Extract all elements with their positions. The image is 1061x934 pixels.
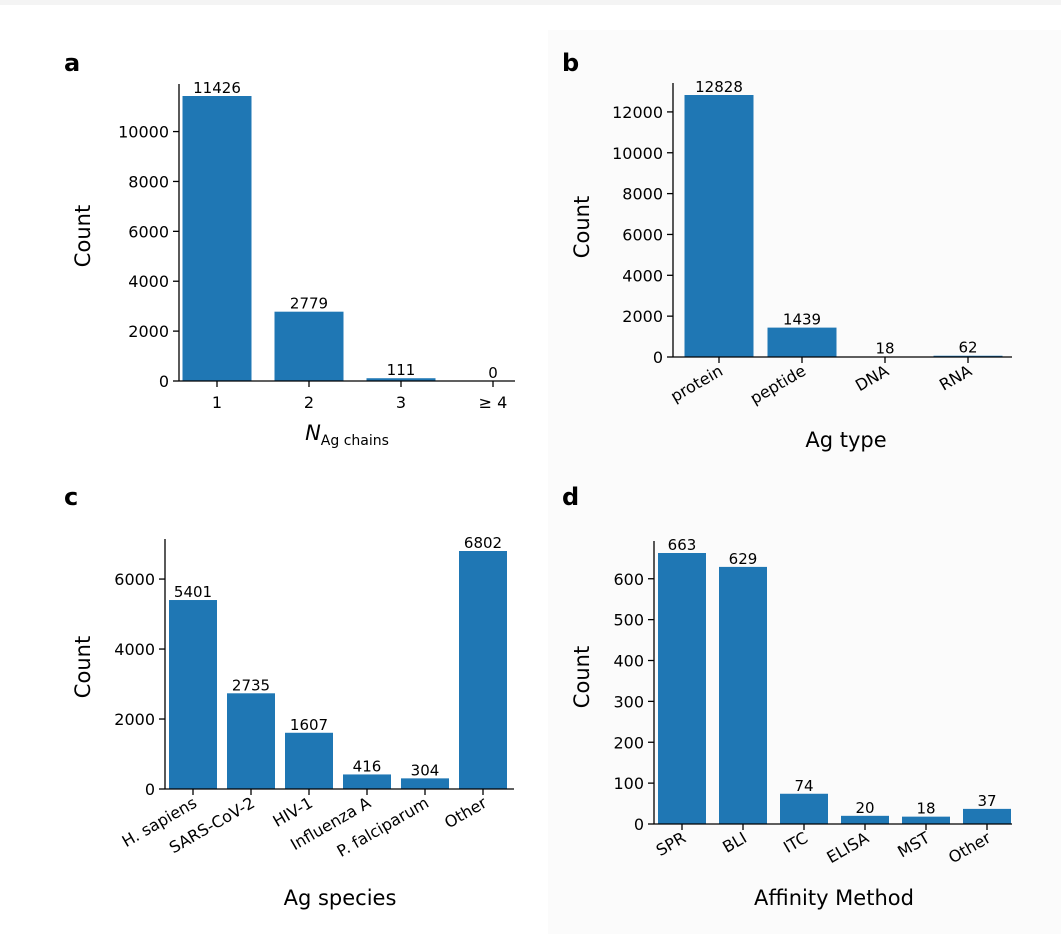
bar-3 <box>366 378 436 381</box>
y-tick-label: 6000 <box>128 222 169 241</box>
value-label: 663 <box>668 536 697 554</box>
value-label: 18 <box>875 340 894 358</box>
y-tick-label: 0 <box>653 348 663 367</box>
bar-other <box>963 808 1011 824</box>
panel-a: a 11426 2779 111 0 0 2000 4000 6000 8000 10000 1 2 3 ≥… <box>64 49 515 449</box>
bar-peptide <box>767 327 837 357</box>
panel-b: b 12828 1439 18 62 0 2000 4000 6000 8000 10000 1200… <box>562 49 1012 452</box>
value-label: 37 <box>977 792 996 810</box>
y-tick-label: 500 <box>613 611 644 630</box>
y-tick-label: 2000 <box>114 710 155 729</box>
y-tick-label: 4000 <box>622 266 663 285</box>
panel-letter: b <box>562 49 579 77</box>
y-tick-label: 4000 <box>114 640 155 659</box>
value-label: 5401 <box>174 583 212 601</box>
y-tick-label: 10000 <box>612 144 663 163</box>
bar-1 <box>182 96 252 381</box>
bar-sars-cov-2 <box>227 693 275 789</box>
value-label: 2779 <box>290 295 328 313</box>
x-tick-label: ≥ 4 <box>479 393 508 412</box>
bar-protein <box>684 95 754 357</box>
x-tick-label: Other <box>441 793 490 832</box>
x-tick-label: peptide <box>747 361 809 408</box>
top-strip <box>0 0 1061 5</box>
y-tick-label: 100 <box>613 774 644 793</box>
value-label: 629 <box>729 550 758 568</box>
y-tick-label: 200 <box>613 733 644 752</box>
x-tick-label: protein <box>667 361 726 406</box>
x-tick-label: ELISA <box>823 828 872 867</box>
right-panel-background <box>548 30 1061 934</box>
y-tick-label: 12000 <box>612 103 663 122</box>
y-axis-title: Count <box>570 196 594 258</box>
bar-hiv-1 <box>285 732 333 789</box>
panel-d: d 663 629 74 20 18 37 0 100 200 300 400 500 600 SPR BLI… <box>562 483 1012 910</box>
x-tick-label: MST <box>894 828 933 861</box>
y-tick-label: 400 <box>613 652 644 671</box>
x-tick-label: 1 <box>212 393 222 412</box>
bar-p-falciparum <box>401 778 449 789</box>
value-label: 304 <box>411 761 440 779</box>
value-label: 12828 <box>695 78 743 96</box>
bar-itc <box>780 793 828 824</box>
value-label: 1607 <box>290 716 328 734</box>
y-tick-label: 0 <box>159 372 169 391</box>
y-axis-title: Count <box>71 205 95 267</box>
x-axis-title: Affinity Method <box>754 886 914 910</box>
bar-bli <box>719 566 767 824</box>
x-tick-label: Other <box>945 828 994 867</box>
value-label: 1439 <box>783 311 821 329</box>
y-tick-label: 6000 <box>114 570 155 589</box>
value-label: 0 <box>488 364 498 382</box>
bar-influenza-a <box>343 774 391 789</box>
y-tick-label: 300 <box>613 692 644 711</box>
y-axis-title: Count <box>71 636 95 698</box>
y-tick-label: 8000 <box>622 185 663 204</box>
value-label: 6802 <box>464 534 502 552</box>
panel-letter: a <box>64 49 80 77</box>
value-label: 416 <box>353 757 382 775</box>
value-label: 11426 <box>193 79 241 97</box>
value-label: 20 <box>855 799 874 817</box>
value-label: 18 <box>916 800 935 818</box>
bar-2 <box>274 311 344 381</box>
x-tick-label: DNA <box>852 361 892 395</box>
y-tick-label: 2000 <box>622 307 663 326</box>
y-tick-label: 6000 <box>622 225 663 244</box>
x-tick-label: 3 <box>396 393 406 412</box>
y-tick-label: 0 <box>634 815 644 834</box>
value-label: 111 <box>387 361 416 379</box>
x-tick-label: ITC <box>780 828 811 857</box>
y-tick-label: 2000 <box>128 322 169 341</box>
panel-letter: c <box>64 483 78 511</box>
y-tick-label: 4000 <box>128 272 169 291</box>
y-tick-label: 0 <box>145 780 155 799</box>
x-axis-title: NAg chains <box>305 421 389 449</box>
y-axis-title: Count <box>570 646 594 708</box>
bar-other <box>459 551 507 789</box>
y-tick-label: 600 <box>613 570 644 589</box>
x-axis-title: Ag type <box>805 428 886 452</box>
y-tick-label: 8000 <box>128 172 169 191</box>
x-tick-label: SPR <box>653 828 689 860</box>
x-tick-label: BLI <box>719 828 750 857</box>
x-tick-label: 2 <box>304 393 314 412</box>
value-label: 74 <box>794 777 813 795</box>
bar-h-sapiens <box>169 600 217 789</box>
value-label: 2735 <box>232 676 270 694</box>
x-axis-title: Ag species <box>284 886 397 910</box>
y-tick-label: 10000 <box>118 123 169 142</box>
bar-elisa <box>841 815 889 824</box>
panel-letter: d <box>562 483 579 511</box>
bar-mst <box>902 816 950 824</box>
bar-spr <box>658 553 706 824</box>
x-tick-label: RNA <box>936 361 975 394</box>
value-label: 62 <box>958 339 977 357</box>
